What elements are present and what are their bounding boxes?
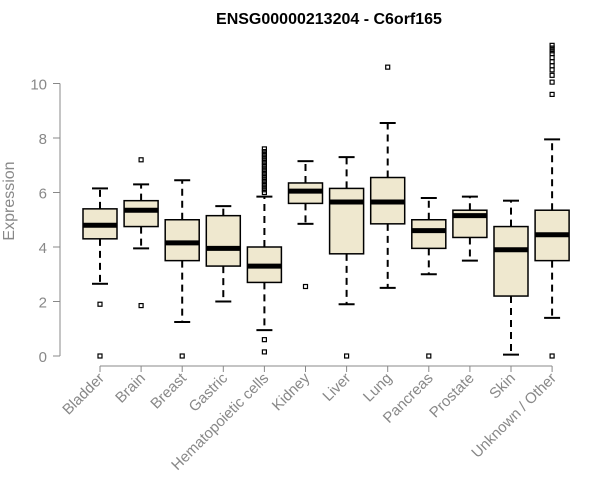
box [164,219,200,262]
box-group [123,157,159,309]
y-tick-label: 0 [39,349,47,366]
outlier-point [261,176,267,182]
outlier-point [261,162,267,168]
y-axis: 0 2 4 6 8 10 [30,77,61,366]
outlier-point [549,67,555,73]
y-tick-label: 6 [39,186,47,203]
box-group [369,64,406,289]
outlier-point [261,187,267,193]
box-group [534,42,570,359]
y-axis-label: Expression [1,161,18,240]
boxes [82,42,570,359]
x-tick-label: Kidney [269,369,314,414]
outlier-point [138,302,144,309]
outlier-point [261,184,267,190]
outlier-point [261,181,267,187]
box-group [164,179,200,359]
outlier-point [549,353,555,359]
outlier-point [385,64,391,70]
x-tick-label: Liver [319,370,354,405]
y-tick-label: 4 [39,240,47,257]
chart-title: ENSG00000213204 - C6orf165 [216,11,442,28]
outlier-point [261,151,267,157]
box-group [205,205,242,303]
y-tick-label: 2 [39,295,47,312]
outlier-point [97,301,103,307]
outlier-point [549,45,555,51]
y-tick-label: 10 [30,77,47,94]
outlier-point [549,50,555,57]
outlier-point [261,168,267,174]
outlier-point [179,353,185,359]
box-group [328,156,365,359]
outlier-point [549,91,555,98]
outlier-point [261,149,267,155]
outlier-point [549,79,555,85]
outlier-point [549,59,555,65]
box-group [246,146,283,355]
outlier-point [549,63,555,69]
x-tick-label: Skin [486,370,519,403]
box [411,219,447,250]
outlier-point [261,173,267,179]
outlier-point [261,157,267,163]
box [123,199,159,228]
outlier-point [261,179,267,185]
x-tick-label: Lung [360,370,396,406]
outlier-point [302,283,309,290]
x-tick-label: Prostate [426,370,478,422]
x-tick-label: Breast [147,369,190,412]
box-group [287,160,324,290]
outlier-point [261,170,267,177]
box [205,214,242,267]
outlier-point [261,189,267,196]
box-group [452,195,488,262]
box-group [82,187,118,359]
outlier-point [261,165,267,171]
outlier-point [426,353,432,359]
x-tick-label: Bladder [59,370,108,419]
outlier-point [261,154,267,160]
outlier-point [549,42,555,48]
x-tick-label: Brain [112,370,149,407]
box [328,187,365,255]
box-group [411,196,447,359]
box-group [493,199,529,356]
outlier-point [261,337,267,343]
outlier-point [261,349,267,355]
outlier-point [97,353,103,359]
outlier-point [549,72,555,78]
box [493,225,529,297]
outlier-point [261,159,267,166]
outlier-point [549,48,555,54]
outlier-point [261,146,267,152]
y-tick-label: 8 [39,131,47,148]
outlier-point [138,157,144,163]
outlier-point [549,55,555,61]
outlier-point [344,353,350,359]
